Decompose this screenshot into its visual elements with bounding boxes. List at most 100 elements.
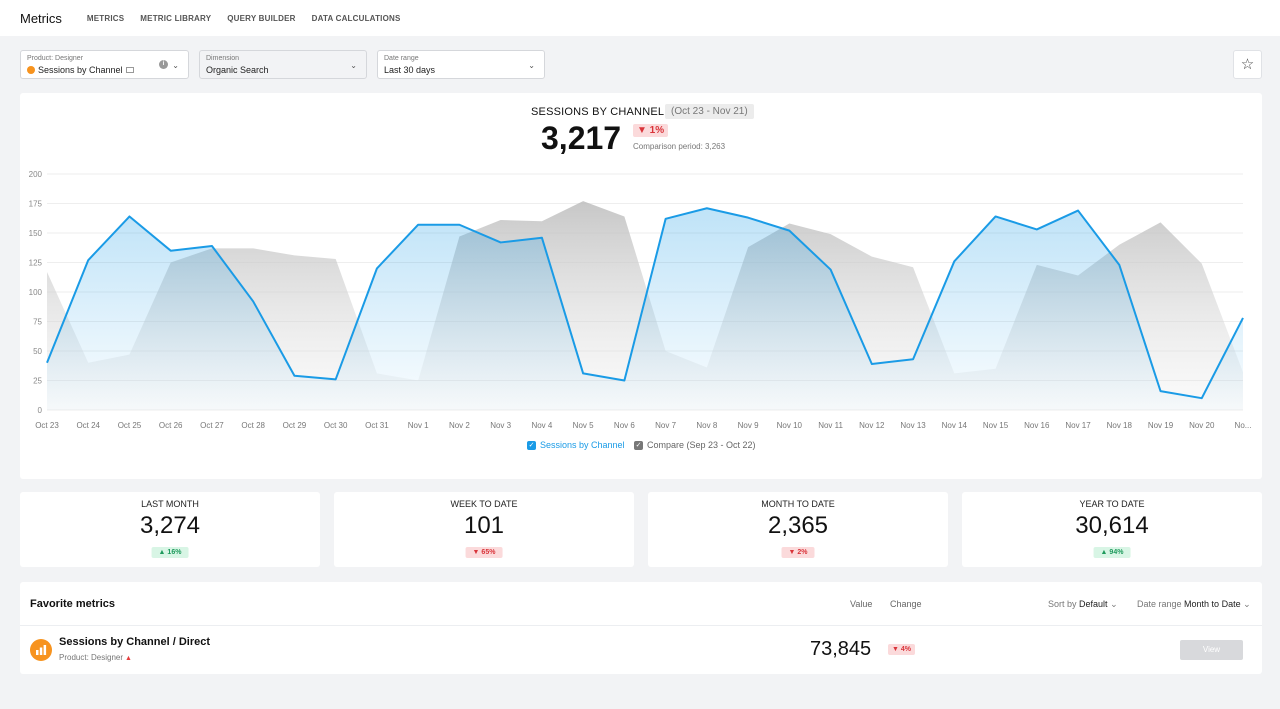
x-tick-label: Oct 25 xyxy=(118,421,142,430)
info-icon[interactable]: i xyxy=(159,60,168,69)
nav-metric-library[interactable]: METRIC LIBRARY xyxy=(140,13,212,23)
y-tick-label: 50 xyxy=(33,347,42,356)
product-filter-label: Product: Designer xyxy=(27,55,84,62)
y-tick-label: 150 xyxy=(29,229,43,238)
y-tick-label: 100 xyxy=(29,288,43,297)
chevron-down-icon[interactable]: ⌄ xyxy=(350,61,357,70)
chart-card: SESSIONS BY CHANNEL (Oct 23 - Nov 21) 3,… xyxy=(20,93,1262,479)
total-delta-badge: ▼ 1% xyxy=(633,124,669,137)
x-tick-label: Nov 18 xyxy=(1107,421,1133,430)
x-tick-label: Oct 23 xyxy=(35,421,59,430)
chevron-down-icon[interactable]: ⌄ xyxy=(528,61,535,70)
sessions-series-area xyxy=(47,208,1243,410)
stat-delta-badge: ▼ 2% xyxy=(781,547,815,558)
comparison-text: Comparison period: 3,263 xyxy=(633,142,726,151)
dimension-filter-value: Organic Search xyxy=(206,65,269,75)
star-icon[interactable]: ☆ xyxy=(1233,50,1262,79)
chart-title: SESSIONS BY CHANNEL xyxy=(531,106,665,118)
x-tick-label: Nov 9 xyxy=(738,421,759,430)
favorite-metric-value: 73,845 xyxy=(810,638,872,660)
stat-delta-badge: ▲ 16% xyxy=(151,547,189,558)
x-tick-label: Nov 2 xyxy=(449,421,470,430)
stat-card-month-to-date[interactable]: MONTH TO DATE 2,365 ▼ 2% xyxy=(648,492,948,567)
y-tick-label: 75 xyxy=(33,318,42,327)
stat-value: 2,365 xyxy=(767,512,829,539)
stat-value: 101 xyxy=(463,512,505,539)
favorite-metric-name[interactable]: Sessions by Channel / Direct xyxy=(59,636,210,648)
x-tick-label: Nov 3 xyxy=(490,421,511,430)
x-tick-label: Nov 1 xyxy=(408,421,429,430)
y-tick-label: 0 xyxy=(38,406,43,415)
google-analytics-icon xyxy=(30,639,52,661)
app-title: Metrics xyxy=(20,10,62,26)
x-tick-label: Oct 26 xyxy=(159,421,183,430)
date-range-filter[interactable]: Date range Last 30 days ⌄ xyxy=(377,50,545,79)
stat-value: 3,274 xyxy=(139,512,201,539)
nav-query-builder[interactable]: QUERY BUILDER xyxy=(227,13,296,23)
x-tick-label: Oct 28 xyxy=(241,421,265,430)
y-tick-label: 125 xyxy=(29,259,43,268)
nav-metrics[interactable]: METRICS xyxy=(86,13,125,23)
top-bar: Metrics METRICS METRIC LIBRARY QUERY BUI… xyxy=(0,0,1280,36)
x-tick-label: Nov 11 xyxy=(818,421,843,430)
stat-label: YEAR TO DATE xyxy=(1079,499,1145,509)
google-analytics-icon xyxy=(27,66,35,74)
stat-card-week-to-date[interactable]: WEEK TO DATE 101 ▼ 65% xyxy=(334,492,634,567)
sessions-series-line xyxy=(46,207,1244,400)
fav-date-range-value: Month to Date xyxy=(1184,599,1241,609)
chart-date-range: (Oct 23 - Nov 21) xyxy=(665,104,754,119)
table-icon xyxy=(125,67,134,73)
y-tick-label: 200 xyxy=(29,170,43,179)
checkbox-icon[interactable]: ✓ xyxy=(527,440,536,450)
x-tick-label: Nov 20 xyxy=(1189,421,1215,430)
stat-delta-badge: ▼ 65% xyxy=(465,547,503,558)
favorite-metrics-title: Favorite metrics xyxy=(30,598,115,610)
dimension-filter[interactable]: Dimension Organic Search ⌄ xyxy=(199,50,367,79)
stat-label: LAST MONTH xyxy=(141,499,199,509)
sessions-chart[interactable]: 0 25 50 75 100 125 150 175 200 Oct 23 Oct 24 Oct 25… xyxy=(20,93,1262,438)
product-filter-value: Sessions by Channel xyxy=(38,65,123,75)
x-tick-label: Oct 29 xyxy=(283,421,307,430)
favorite-metric-sub: Product: Designer ▲ xyxy=(59,653,132,662)
sort-label: Sort by xyxy=(1048,599,1077,609)
fav-date-range-label: Date range xyxy=(1137,599,1182,609)
product-filter-value-wrap: Sessions by Channel xyxy=(27,64,182,77)
legend-item-compare[interactable]: ✓ Compare (Sep 23 - Oct 22) xyxy=(634,440,756,450)
x-tick-label: Nov 19 xyxy=(1148,421,1174,430)
date-range-filter-label: Date range xyxy=(384,55,419,62)
change-column-header: Change xyxy=(890,599,922,609)
product-filter[interactable]: Product: Designer Sessions by Channel i … xyxy=(20,50,189,79)
x-tick-label: Oct 24 xyxy=(76,421,100,430)
fav-date-range-dropdown[interactable]: Date range Month to Date ⌄ xyxy=(1137,599,1251,610)
warning-icon: ▲ xyxy=(125,655,132,662)
total-value: 3,217 xyxy=(541,120,622,156)
sort-dropdown[interactable]: Sort by Default ⌄ xyxy=(1048,599,1118,610)
chevron-down-icon[interactable]: ⌄ xyxy=(172,61,179,70)
checkbox-icon[interactable]: ✓ xyxy=(634,440,643,450)
x-tick-label: Nov 6 xyxy=(614,421,635,430)
favorite-metrics-card: Favorite metrics Value Change Sort by De… xyxy=(20,582,1262,674)
legend-item-sessions[interactable]: ✓ Sessions by Channel xyxy=(527,440,625,450)
x-tick-label: Nov 14 xyxy=(942,421,968,430)
favorite-metric-product: Product: Designer xyxy=(59,653,124,662)
stat-card-last-month[interactable]: LAST MONTH 3,274 ▲ 16% xyxy=(20,492,320,567)
y-tick-label: 175 xyxy=(29,200,43,209)
value-column-header: Value xyxy=(850,599,873,609)
date-range-filter-value: Last 30 days xyxy=(384,65,436,75)
x-tick-label: Nov 8 xyxy=(696,421,717,430)
x-tick-label: Nov 15 xyxy=(983,421,1009,430)
stat-label: WEEK TO DATE xyxy=(450,499,518,509)
x-tick-label: Oct 27 xyxy=(200,421,224,430)
legend-label-sessions: Sessions by Channel xyxy=(540,440,625,450)
divider xyxy=(20,625,1262,626)
sort-value: Default xyxy=(1079,599,1108,609)
x-tick-label: Nov 12 xyxy=(859,421,885,430)
x-tick-label: Nov 13 xyxy=(900,421,926,430)
x-tick-label: Nov 17 xyxy=(1065,421,1091,430)
nav-data-calculations[interactable]: DATA CALCULATIONS xyxy=(311,13,401,23)
x-tick-label: Oct 31 xyxy=(365,421,389,430)
stat-value: 30,614 xyxy=(1075,512,1149,539)
stat-card-year-to-date[interactable]: YEAR TO DATE 30,614 ▲ 94% xyxy=(962,492,1262,567)
stat-delta-badge: ▲ 94% xyxy=(1093,547,1131,558)
view-button[interactable]: View xyxy=(1180,640,1243,660)
